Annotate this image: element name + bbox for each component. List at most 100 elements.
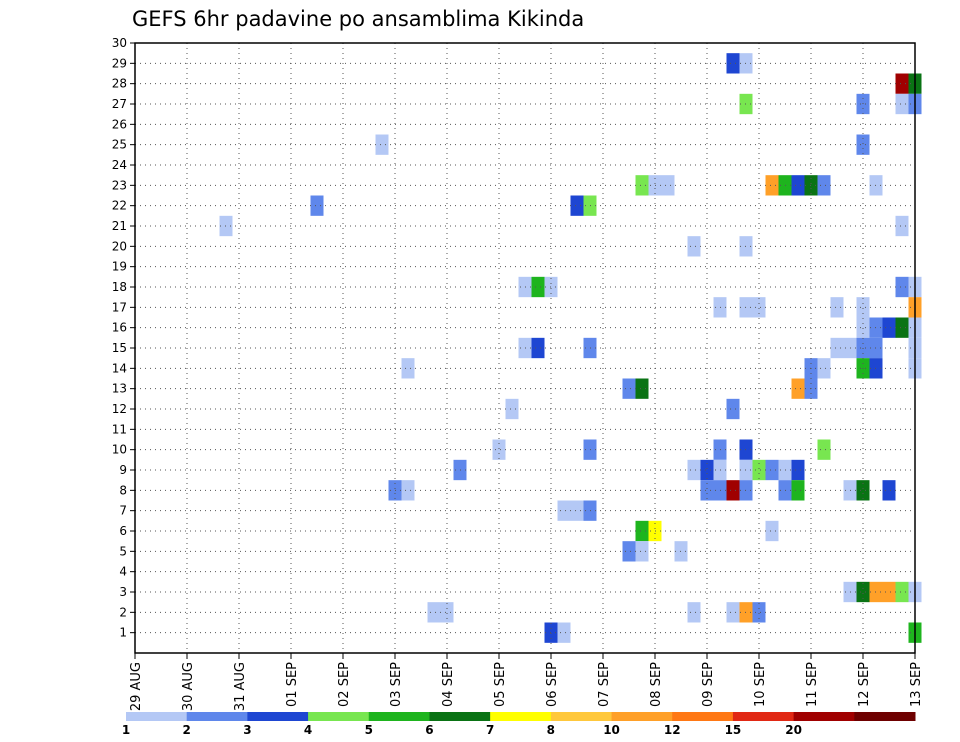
y-tick-label: 6	[119, 524, 127, 538]
precip-cell	[791, 480, 805, 501]
legend-label: 6	[425, 723, 433, 737]
y-tick-label: 20	[112, 239, 127, 253]
precip-cell	[882, 480, 896, 501]
precip-cell	[401, 480, 415, 501]
legend-swatch	[854, 712, 916, 721]
precip-cell	[856, 337, 870, 359]
precip-cell	[752, 459, 766, 481]
x-tick-label: 30 AUG	[181, 662, 196, 711]
precip-cell	[856, 134, 870, 155]
legend-label: 10	[603, 723, 620, 737]
y-tick-label: 11	[112, 422, 127, 436]
x-axis: 29 AUG 30 AUG 31 AUG 01 SEP 02 SEP 03 SEP 04 S…	[129, 653, 924, 711]
y-tick-label: 4	[119, 565, 127, 579]
x-tick-label: 09 SEP	[701, 662, 716, 707]
precip-cell	[791, 378, 805, 399]
y-tick-label: 24	[112, 158, 127, 172]
legend-label: 2	[183, 723, 191, 737]
precip-cell	[817, 175, 831, 196]
precip-cell	[492, 439, 506, 460]
legend-label: 7	[486, 723, 494, 737]
precip-cell	[817, 439, 831, 460]
y-axis: 1234567891011121314151617181920212223242…	[112, 36, 135, 640]
precip-cell	[401, 358, 415, 379]
y-tick-label: 12	[112, 402, 127, 416]
precip-cell	[882, 317, 896, 338]
precip-cell	[427, 602, 441, 623]
x-tick-label: 11 SEP	[805, 662, 820, 707]
precip-cell	[505, 398, 519, 420]
y-tick-label: 2	[119, 605, 127, 619]
legend-label: 5	[365, 723, 373, 737]
y-tick-label: 18	[112, 280, 127, 294]
legend-swatch	[308, 712, 370, 721]
precip-cell	[765, 175, 779, 196]
precip-cell	[700, 480, 714, 501]
precip-cell	[635, 520, 649, 542]
precip-cell	[752, 602, 766, 623]
precip-cell	[726, 602, 740, 623]
legend-swatch	[672, 712, 734, 721]
precip-cell	[752, 297, 766, 318]
precip-cell	[882, 581, 896, 603]
precip-cell	[791, 175, 805, 196]
precip-cell	[830, 337, 844, 359]
y-tick-label: 9	[119, 463, 127, 477]
x-tick-label: 31 AUG	[233, 662, 248, 711]
legend-label: 15	[725, 723, 742, 737]
x-tick-label: 06 SEP	[545, 662, 560, 707]
precip-cell	[895, 73, 909, 94]
y-tick-label: 15	[112, 341, 127, 355]
x-tick-label: 08 SEP	[649, 662, 664, 707]
precip-cell	[791, 459, 805, 481]
y-tick-label: 19	[112, 260, 127, 274]
x-tick-label: 01 SEP	[285, 662, 300, 707]
y-tick-label: 30	[112, 36, 127, 50]
legend-swatch	[793, 712, 855, 721]
legend-swatch	[126, 712, 188, 721]
x-tick-label: 03 SEP	[389, 662, 404, 707]
y-tick-label: 26	[112, 117, 127, 131]
x-tick-label: 29 AUG	[129, 662, 144, 711]
precip-cell	[726, 480, 740, 501]
legend-label: 3	[243, 723, 251, 737]
x-tick-label: 13 SEP	[909, 662, 924, 707]
x-tick-label: 04 SEP	[441, 662, 456, 707]
precip-cell	[765, 520, 779, 542]
legend-label: 20	[785, 723, 802, 737]
precip-cell	[557, 622, 571, 643]
legend-swatch	[247, 712, 309, 721]
x-tick-label: 10 SEP	[753, 662, 768, 707]
precip-cell	[895, 276, 909, 298]
y-tick-label: 16	[112, 321, 127, 335]
precip-cell	[557, 500, 571, 521]
x-tick-label: 12 SEP	[857, 662, 872, 707]
x-tick-label: 05 SEP	[493, 662, 508, 707]
y-tick-label: 17	[112, 300, 127, 314]
legend-swatch	[490, 712, 552, 721]
precip-cell	[895, 317, 909, 338]
precip-cell	[856, 581, 870, 603]
precip-cell	[622, 541, 636, 562]
precip-cell	[635, 175, 649, 196]
legend-swatch	[429, 712, 491, 721]
y-tick-label: 29	[112, 56, 127, 70]
y-tick-label: 28	[112, 77, 127, 91]
precip-cell	[375, 134, 389, 155]
grid-lines	[135, 42, 915, 653]
y-tick-label: 27	[112, 97, 127, 111]
precip-cell	[856, 297, 870, 318]
precip-cell	[726, 398, 740, 420]
precip-cell	[830, 297, 844, 318]
y-tick-label: 1	[119, 626, 127, 640]
precip-cell	[856, 317, 870, 338]
precip-cell	[700, 459, 714, 481]
precip-cell	[765, 459, 779, 481]
precip-cell	[856, 480, 870, 501]
y-tick-label: 13	[112, 382, 127, 396]
legend-label: 4	[304, 723, 312, 737]
precip-cell	[661, 175, 675, 196]
color-legend: 1 2 3 4 5 6 7 8 10 12 15 20	[122, 712, 916, 737]
x-tick-label: 02 SEP	[337, 662, 352, 707]
legend-swatch	[732, 712, 795, 721]
